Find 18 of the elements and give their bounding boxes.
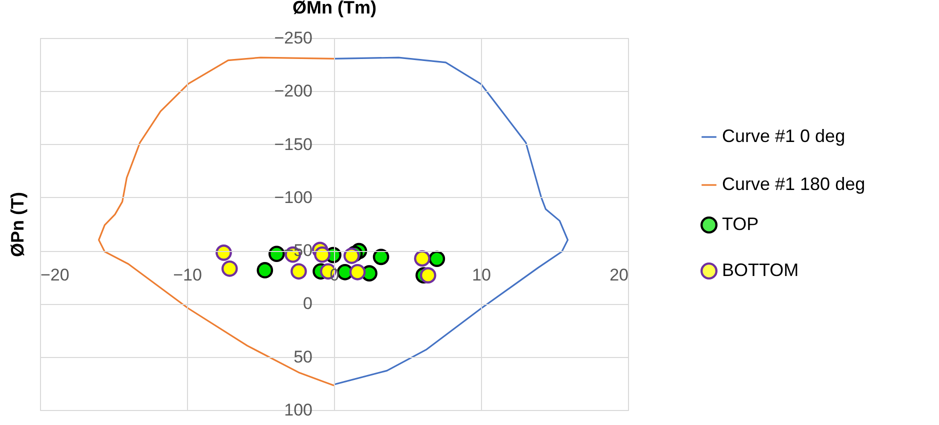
y-axis-title: ØPn (T): [8, 192, 28, 257]
legend-label: Curve #1 0 deg: [722, 126, 846, 146]
x-tick-label: −10: [173, 266, 202, 285]
y-tick-label: −100: [274, 188, 312, 207]
y-tick-label: 0: [303, 294, 312, 314]
x-tick-label: 20: [610, 266, 628, 285]
x-tick-label: −20: [40, 266, 70, 285]
y-tick-label: 100: [284, 400, 312, 420]
x-tick-label: 0: [330, 266, 340, 285]
y-tick-label: −250: [274, 28, 312, 48]
y-tick-label: 50: [294, 347, 312, 366]
legend-label: Curve #1 180 deg: [722, 174, 866, 194]
legend-label: TOP: [722, 214, 759, 234]
x-axis-title: ØMn (Tm): [292, 0, 376, 18]
x-tick-label: 10: [472, 266, 491, 285]
legend-label: BOTTOM: [722, 260, 799, 280]
y-tick-label: −200: [274, 82, 312, 101]
y-tick-label: −150: [274, 134, 312, 154]
